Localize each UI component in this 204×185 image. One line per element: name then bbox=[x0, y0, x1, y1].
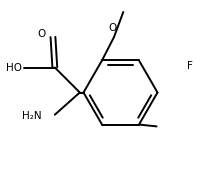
Text: HO: HO bbox=[6, 63, 22, 73]
Text: O: O bbox=[37, 29, 45, 39]
Text: H₂N: H₂N bbox=[22, 111, 42, 121]
Text: O: O bbox=[108, 23, 116, 33]
Text: F: F bbox=[187, 61, 193, 71]
